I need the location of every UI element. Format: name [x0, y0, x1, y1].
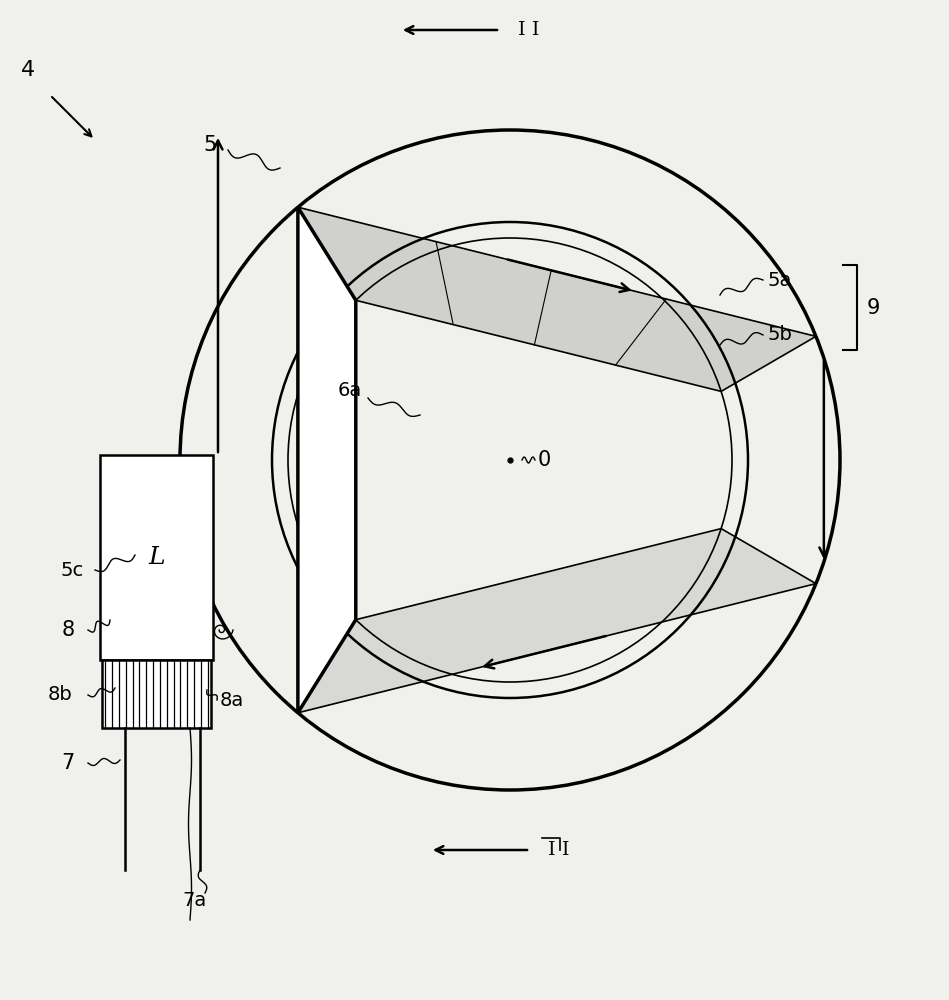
Text: 5a: 5a	[768, 270, 792, 290]
Text: 9: 9	[867, 298, 881, 318]
Text: 5b: 5b	[768, 326, 792, 344]
Text: 7: 7	[62, 753, 75, 773]
Polygon shape	[298, 529, 816, 713]
Text: 4: 4	[21, 60, 35, 80]
Text: I I: I I	[548, 841, 569, 859]
Text: 5: 5	[203, 135, 216, 155]
Bar	[100, 455, 213, 660]
Text: 8b: 8b	[47, 686, 72, 704]
Text: 8: 8	[62, 620, 75, 640]
Bar	[102, 660, 211, 728]
Text: 7a: 7a	[183, 890, 207, 910]
Text: 0: 0	[538, 450, 551, 470]
Polygon shape	[298, 207, 356, 713]
Text: 5c: 5c	[61, 560, 84, 580]
Text: I I: I I	[518, 21, 539, 39]
Polygon shape	[298, 207, 816, 391]
Text: 6a: 6a	[338, 380, 363, 399]
Text: 8a: 8a	[220, 690, 244, 710]
Text: L: L	[148, 546, 165, 569]
